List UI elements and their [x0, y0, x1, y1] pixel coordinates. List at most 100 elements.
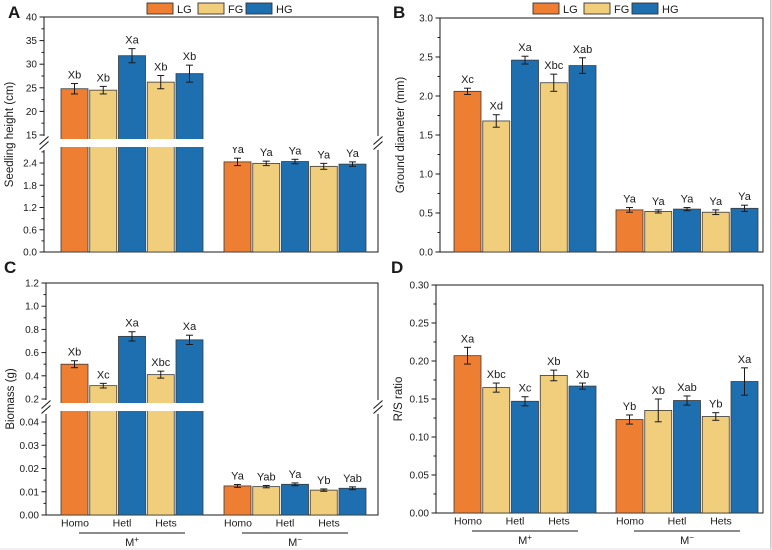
panel-A: 15 20 25 30 35 40 0.0 0.6 1.2 1.8 2.4 Seedling heig… — [4, 2, 383, 259]
sig-label: Yab — [257, 471, 276, 483]
y-axis-label: Ground diameter (mm) — [395, 77, 407, 193]
legend-swatch — [631, 2, 659, 15]
y-tick-label: 0.4 — [25, 371, 39, 382]
sig-label: Ya — [317, 149, 331, 161]
sig-label: Ya — [231, 144, 245, 156]
y-tick-label: 0.10 — [410, 433, 430, 444]
group-label: M+ — [125, 535, 139, 549]
sig-label: Xc — [461, 74, 474, 86]
sig-label: Ya — [231, 471, 245, 483]
legend-item: HG — [631, 2, 679, 16]
bar-FG — [309, 165, 338, 253]
y-tick-label: 20 — [26, 107, 38, 118]
bar-LG — [615, 209, 644, 253]
y-tick-label: 0.8 — [25, 325, 39, 336]
sig-label: Xa — [738, 354, 752, 366]
axis-break-band — [44, 403, 380, 411]
sig-label: Ya — [681, 194, 695, 206]
x-category-label: Homo — [61, 518, 89, 530]
bar-FG — [539, 375, 568, 514]
y-tick-label: 0.30 — [410, 281, 430, 292]
bar-HG — [511, 59, 539, 253]
y-tick-label: 2.5 — [419, 53, 433, 64]
y-axis-label: Seedling height (cm) — [4, 82, 16, 188]
bar-LG — [453, 355, 482, 514]
bar-HG — [118, 335, 146, 516]
y-tick-label: 2.0 — [419, 92, 433, 103]
legend-label: FG — [228, 4, 243, 16]
y-tick-label: 35 — [26, 36, 38, 47]
legend-label: LG — [177, 4, 192, 16]
axis-break-slash — [373, 405, 383, 414]
x-category-label: Hets — [548, 516, 570, 528]
legend-swatch — [532, 2, 560, 15]
bar-LG — [60, 88, 89, 253]
x-category-label: Hetl — [113, 518, 132, 530]
legend-label: FG — [614, 4, 629, 16]
axis-break-gap — [44, 400, 48, 414]
bar-FG — [89, 89, 118, 253]
bar-LG — [60, 363, 89, 516]
bar-HG — [568, 385, 597, 514]
group-label: M+ — [518, 533, 532, 547]
legend-label: HG — [662, 4, 679, 16]
legend-item: HG — [245, 2, 293, 16]
sig-label: Ya — [346, 148, 360, 160]
bar-FG — [644, 211, 673, 253]
y-tick-label: 0.0 — [419, 248, 433, 259]
sig-label: Ya — [289, 469, 303, 481]
legend-item: FG — [583, 2, 629, 16]
sig-label: Yb — [623, 401, 636, 413]
x-category-label: Hets — [710, 516, 732, 528]
axis-break-gap — [376, 136, 380, 150]
y-tick-label: 0.05 — [410, 471, 430, 482]
y-tick-label: 1.5 — [419, 131, 433, 142]
sig-label: Xb — [183, 51, 196, 63]
bar-HG — [673, 208, 701, 253]
bar-FG — [701, 416, 730, 514]
y-tick-label: 0.2 — [25, 395, 39, 406]
bar-FG — [252, 162, 281, 253]
sig-label: Xb — [154, 62, 167, 74]
sig-label: Xa — [518, 42, 532, 54]
sig-label: Xc — [97, 369, 110, 381]
panel-letter: A — [8, 3, 20, 22]
bar-LG — [615, 419, 644, 514]
x-category-label: Hetl — [506, 516, 525, 528]
y-tick-label: 0.20 — [410, 357, 430, 368]
bar-HG — [118, 55, 146, 253]
y-tick-label: 1.8 — [23, 181, 37, 192]
sig-label: Xb — [68, 70, 81, 82]
sig-label: Xbc — [487, 369, 506, 381]
sig-label: Xbc — [544, 60, 563, 72]
sig-label: Xb — [652, 385, 665, 397]
sig-label: Xa — [183, 321, 197, 333]
sig-label: Xab — [573, 44, 593, 56]
bar-FG — [309, 489, 338, 516]
sig-label: Yb — [317, 475, 330, 487]
y-tick-label: 0.0 — [23, 248, 37, 259]
axis-break-slash — [373, 141, 383, 150]
y-tick-label: 1.2 — [23, 203, 37, 214]
sig-label: Xb — [576, 369, 589, 381]
bar-HG — [281, 483, 309, 516]
y-tick-label: 0.00 — [410, 509, 430, 520]
axis-break-band — [42, 139, 380, 147]
panel-letter: C — [4, 258, 16, 277]
bar-HG — [175, 339, 204, 516]
legend-item: FG — [197, 2, 243, 16]
y-axis-label: R/S ratio — [393, 377, 405, 422]
x-category-label: Hetl — [668, 516, 687, 528]
legend-swatch — [245, 2, 273, 15]
x-category-label: Homo — [454, 516, 482, 528]
y-tick-label: 0.04 — [20, 418, 40, 429]
axis-break-slash — [39, 141, 49, 150]
bar-HG — [175, 73, 204, 253]
panel-C: 0.2 0.4 0.6 0.8 1.0 1.2 0.00 0.01 0.02 0.03 0.04Bi… — [4, 258, 383, 549]
y-axis-label: Biomass (g) — [5, 368, 17, 430]
sig-label: Yb — [709, 399, 722, 411]
x-category-label: Hets — [318, 518, 340, 530]
panel-letter: D — [391, 258, 403, 277]
